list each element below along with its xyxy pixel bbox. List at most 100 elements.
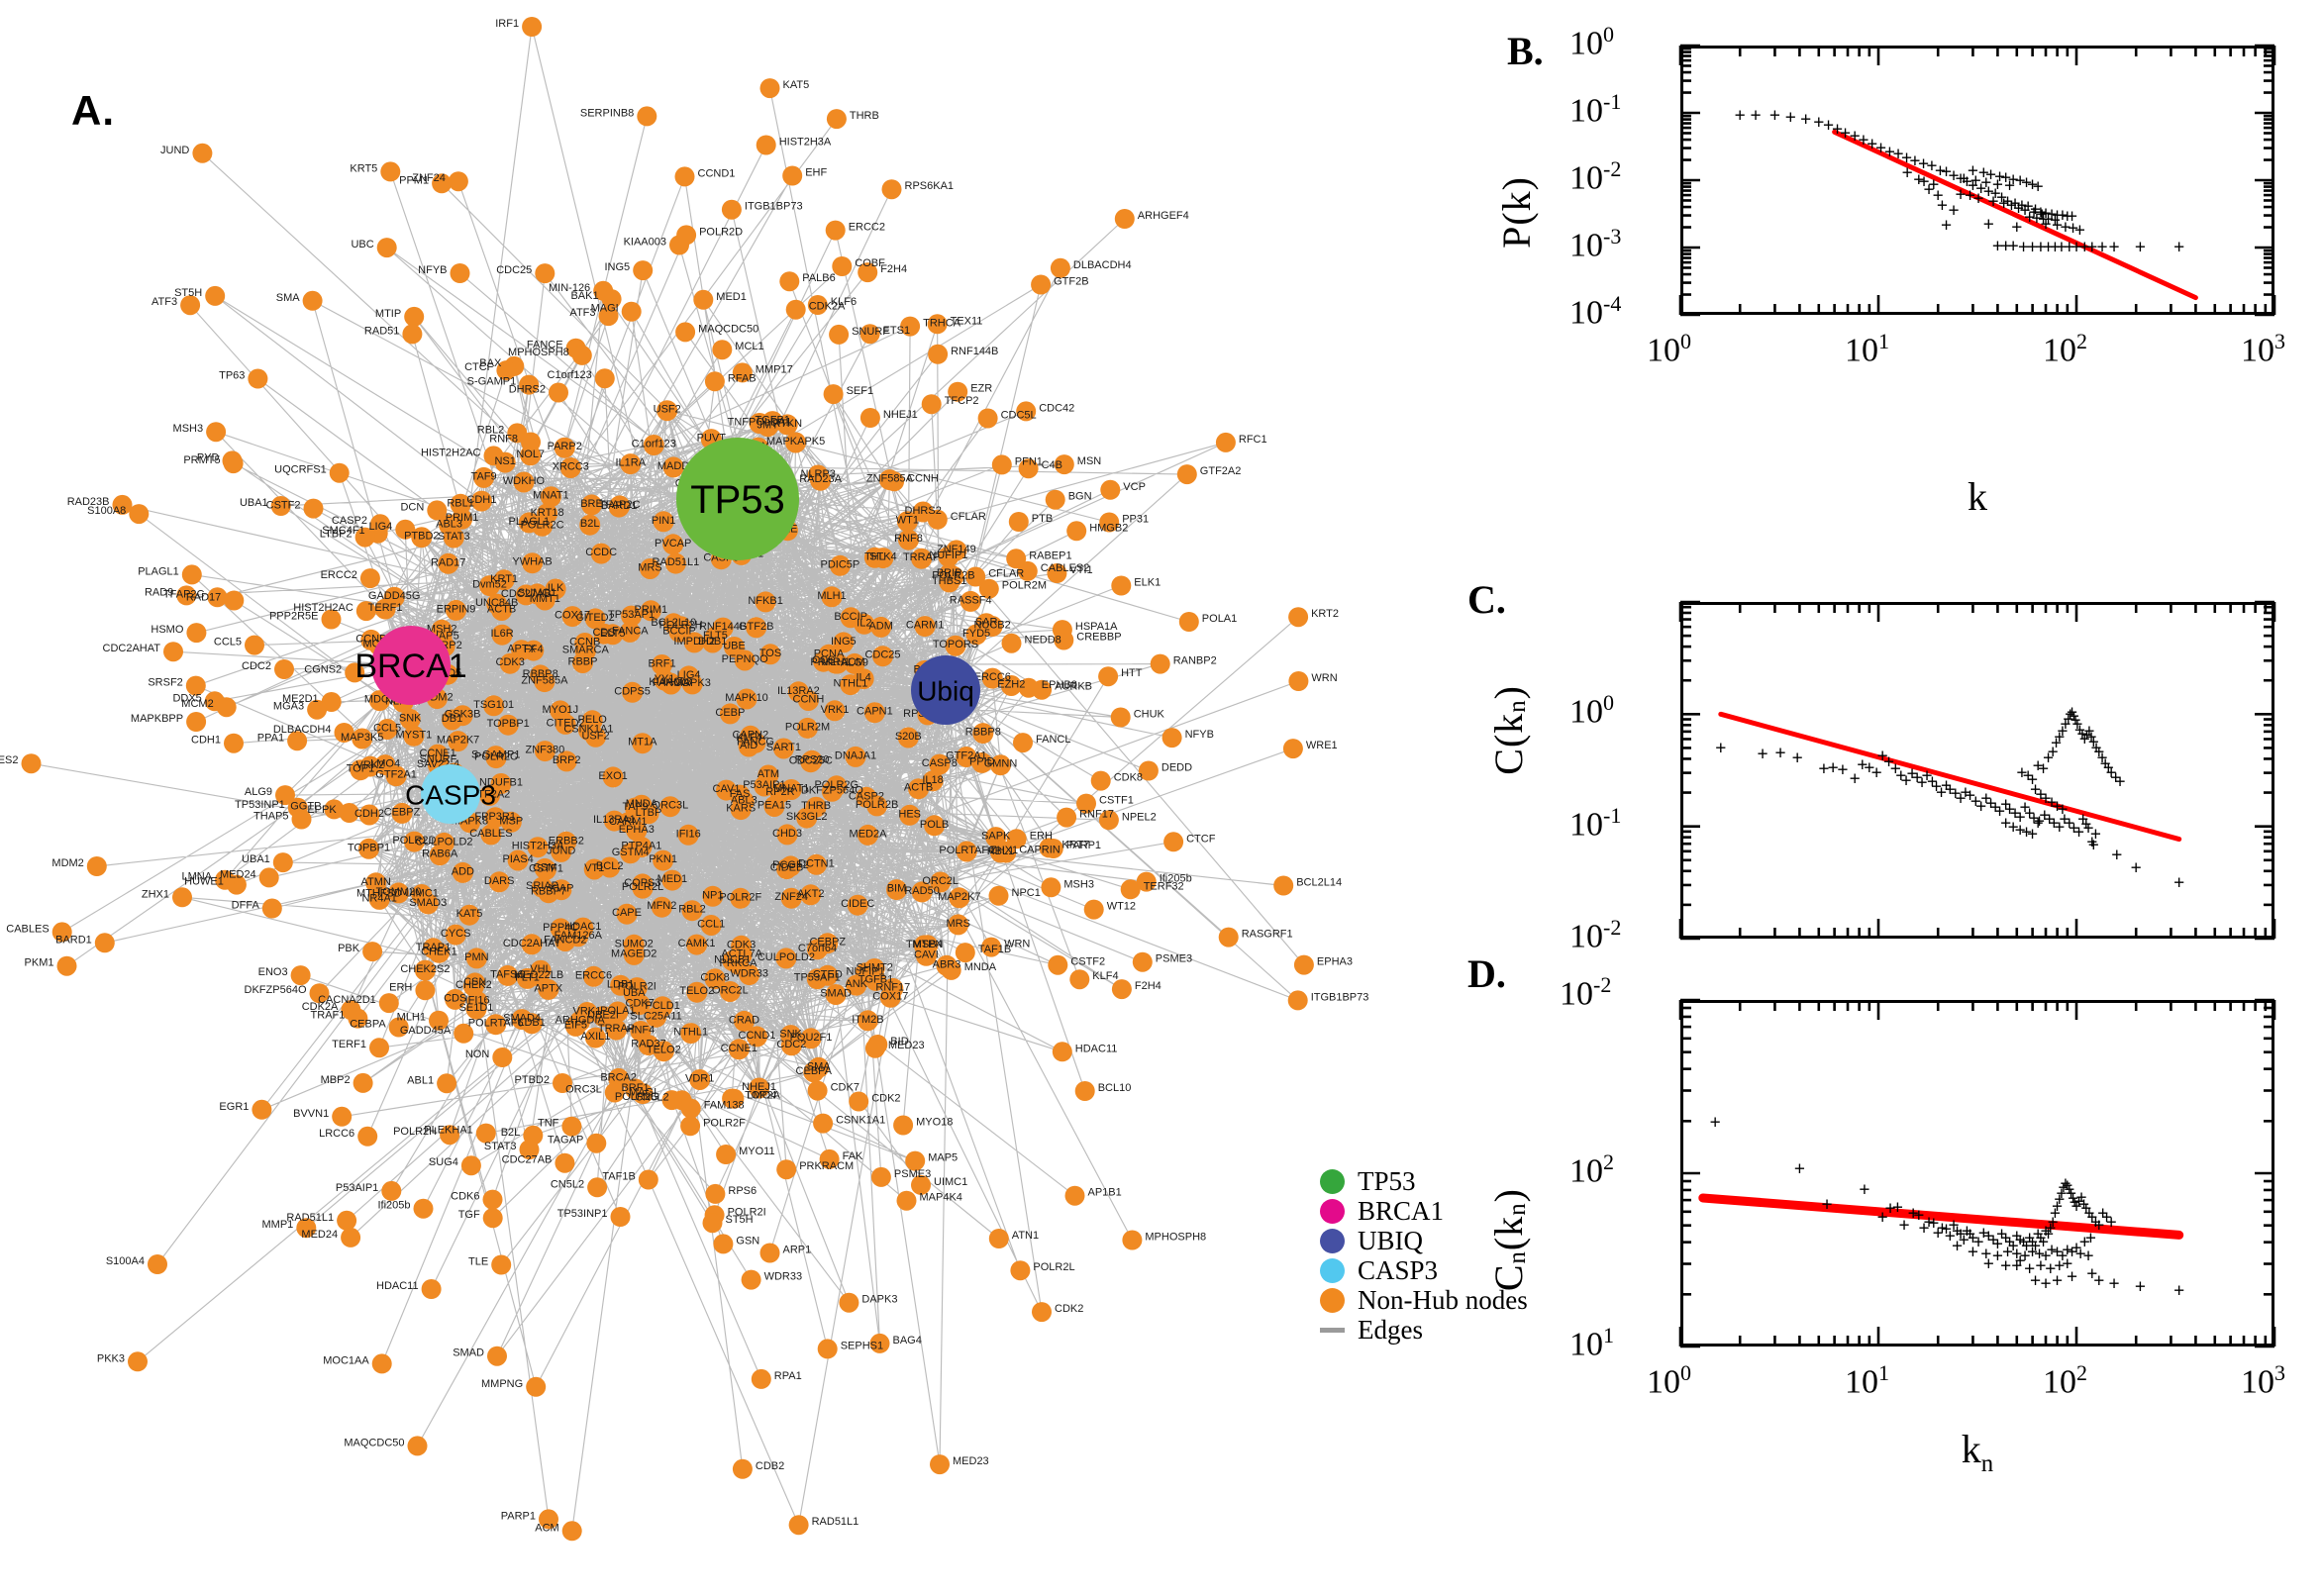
svg-text:ZNF24: ZNF24 <box>412 172 446 184</box>
svg-text:TAFSC: TAFSC <box>490 968 525 980</box>
svg-text:MMP17: MMP17 <box>756 363 793 375</box>
legend-color-swatch <box>1320 1168 1345 1194</box>
data-point: + <box>2032 813 2044 835</box>
svg-text:CDC25: CDC25 <box>496 264 532 276</box>
svg-text:NON: NON <box>465 1048 490 1060</box>
svg-text:FANCE: FANCE <box>527 340 563 351</box>
data-point: + <box>2014 170 2026 192</box>
y-tick-label: 10-2 <box>1569 915 1622 955</box>
svg-text:BRP2: BRP2 <box>553 754 581 766</box>
data-point: + <box>2070 1238 2082 1259</box>
x-tick-label: 103 <box>2241 1360 2285 1401</box>
legend-label: UBIQ <box>1358 1225 1423 1255</box>
data-point: + <box>1970 791 1981 813</box>
svg-text:MMT1: MMT1 <box>530 593 560 605</box>
svg-text:RAD51L1: RAD51L1 <box>812 1516 859 1528</box>
svg-text:ALG9: ALG9 <box>245 786 272 798</box>
data-point: + <box>2063 709 2074 730</box>
data-point: + <box>1883 142 1895 163</box>
data-point: + <box>2046 1240 2058 1261</box>
data-point: + <box>2011 217 2023 238</box>
data-point: + <box>2052 205 2064 227</box>
data-point: + <box>2045 1218 2057 1240</box>
svg-text:KRT1: KRT1 <box>490 573 518 585</box>
svg-text:CN5L2: CN5L2 <box>635 1091 668 1103</box>
svg-text:BVVN1: BVVN1 <box>293 1108 329 1120</box>
data-point: + <box>1940 215 1953 237</box>
svg-text:MAGED2: MAGED2 <box>611 948 656 959</box>
data-point: + <box>2027 1232 2039 1253</box>
svg-text:GMNN: GMNN <box>984 758 1018 770</box>
data-point: + <box>2130 857 2142 879</box>
svg-text:CABLES2: CABLES2 <box>0 754 19 766</box>
svg-text:MSH3: MSH3 <box>1063 878 1094 890</box>
svg-text:CDB2: CDB2 <box>756 1460 784 1472</box>
svg-text:POLR2L: POLR2L <box>1033 1261 1074 1273</box>
data-point: + <box>2000 1255 2012 1277</box>
svg-text:BRF1: BRF1 <box>621 1082 649 1094</box>
svg-text:FAM138: FAM138 <box>704 1100 745 1112</box>
svg-text:TOP1: TOP1 <box>347 763 375 775</box>
svg-text:SNK: SNK <box>779 1029 802 1041</box>
data-point: + <box>2052 215 2064 237</box>
svg-text:PTBD2: PTBD2 <box>404 531 439 543</box>
svg-text:UNC84B: UNC84B <box>475 597 518 609</box>
svg-text:CDH2: CDH2 <box>354 808 384 820</box>
svg-text:DDX5: DDX5 <box>172 692 201 704</box>
panel-d-xlabel: kn <box>1961 1427 1994 1477</box>
data-point: + <box>2035 1228 2047 1249</box>
svg-text:BRCA1: BRCA1 <box>354 648 466 685</box>
data-point: + <box>2049 237 2061 258</box>
data-point: + <box>1892 144 1904 165</box>
svg-text:RNF144B: RNF144B <box>699 621 747 633</box>
svg-text:POLRTAF6: POLRTAF6 <box>468 1018 524 1030</box>
panel-a-label: A. <box>71 87 115 134</box>
svg-text:MNDA: MNDA <box>964 961 997 973</box>
svg-text:RASGRF1: RASGRF1 <box>1242 929 1293 941</box>
svg-text:CHD3: CHD3 <box>772 828 802 840</box>
svg-text:UIMC1: UIMC1 <box>934 1176 967 1188</box>
panel-d-plot-area <box>1680 1000 2274 1347</box>
svg-text:IL4: IL4 <box>856 672 870 684</box>
svg-text:NUFIP1: NUFIP1 <box>847 966 885 978</box>
svg-text:MAGI: MAGI <box>591 303 619 315</box>
svg-text:PPA1: PPA1 <box>257 732 284 744</box>
svg-text:RANBP2: RANBP2 <box>1173 655 1217 667</box>
svg-text:CHEK2S2: CHEK2S2 <box>400 963 450 975</box>
svg-text:KIAA003: KIAA003 <box>649 676 691 688</box>
svg-text:ST5H: ST5H <box>174 287 202 299</box>
svg-text:RPA1: RPA1 <box>774 1370 802 1382</box>
data-point: + <box>2032 755 2044 777</box>
svg-text:NDUFB1: NDUFB1 <box>479 777 523 789</box>
svg-text:ABL3: ABL3 <box>436 518 462 530</box>
svg-text:EHF: EHF <box>805 167 827 179</box>
network-nodes <box>21 17 1314 1542</box>
svg-text:DB1: DB1 <box>442 713 462 725</box>
svg-text:ELK1: ELK1 <box>1134 577 1161 589</box>
svg-text:EGR1: EGR1 <box>219 1101 249 1113</box>
svg-text:C4B: C4B <box>1042 459 1062 471</box>
data-point: + <box>1982 181 1994 203</box>
svg-text:ERBB2: ERBB2 <box>549 835 584 847</box>
svg-text:DLBACDH4: DLBACDH4 <box>273 724 332 736</box>
svg-text:TAGAP: TAGAP <box>548 1135 583 1147</box>
data-point: + <box>2068 818 2079 840</box>
svg-text:LMO4: LMO4 <box>747 1090 776 1102</box>
svg-text:CTED: CTED <box>813 968 843 980</box>
data-point: + <box>2054 727 2066 748</box>
svg-text:PKM1: PKM1 <box>25 957 54 969</box>
svg-text:SRIAP: SRIAP <box>526 880 558 892</box>
data-point: + <box>1985 164 1997 186</box>
svg-text:ARHGEF4: ARHGEF4 <box>1138 210 1189 222</box>
data-point: + <box>1980 788 1992 810</box>
svg-text:TRHCA: TRHCA <box>923 318 961 330</box>
panel-d-neighbor-clustering: D. Cn(kn) kn + + + + + + + + + + + + + + + + + + + + + + + + + + +… <box>1446 950 2323 1596</box>
data-point: + <box>1967 160 1978 182</box>
x-tick-label: 101 <box>1845 1360 1889 1401</box>
svg-text:CYCS: CYCS <box>441 928 471 940</box>
svg-text:AXIL1: AXIL1 <box>580 1031 610 1043</box>
svg-text:TSG101: TSG101 <box>473 699 514 711</box>
svg-text:SMAD: SMAD <box>820 988 852 1000</box>
data-point: + <box>2080 814 2092 836</box>
svg-text:ZNF149: ZNF149 <box>937 544 976 555</box>
